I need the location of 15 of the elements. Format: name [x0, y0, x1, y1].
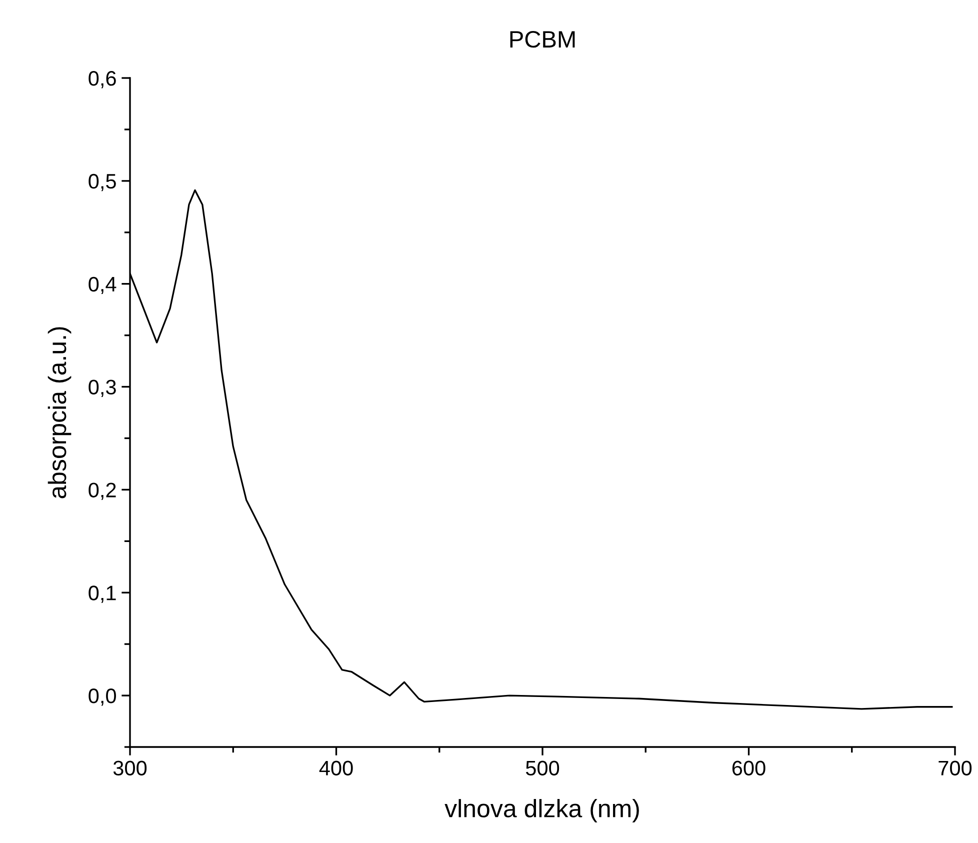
y-tick-label: 0,2	[88, 482, 116, 500]
y-tick-label: 0,6	[88, 71, 116, 88]
y-axis-title: absorpcia (a.u.)	[48, 327, 72, 498]
y-tick-label: 0,3	[88, 380, 116, 397]
chart-title: PCBM	[510, 30, 575, 48]
x-tick-label: 500	[526, 760, 560, 776]
y-tick-label: 0,4	[88, 276, 116, 294]
x-tick-label: 400	[319, 760, 353, 776]
y-tick-label: 0,5	[88, 174, 116, 192]
x-tick-label: 700	[938, 760, 972, 776]
y-tick-label: 0,0	[88, 688, 116, 706]
x-tick-label: 300	[113, 760, 147, 776]
x-axis-title: vlnova dlzka (nm)	[444, 799, 639, 822]
y-tick-label: 0,1	[88, 586, 116, 603]
x-tick-label: 600	[732, 760, 766, 776]
